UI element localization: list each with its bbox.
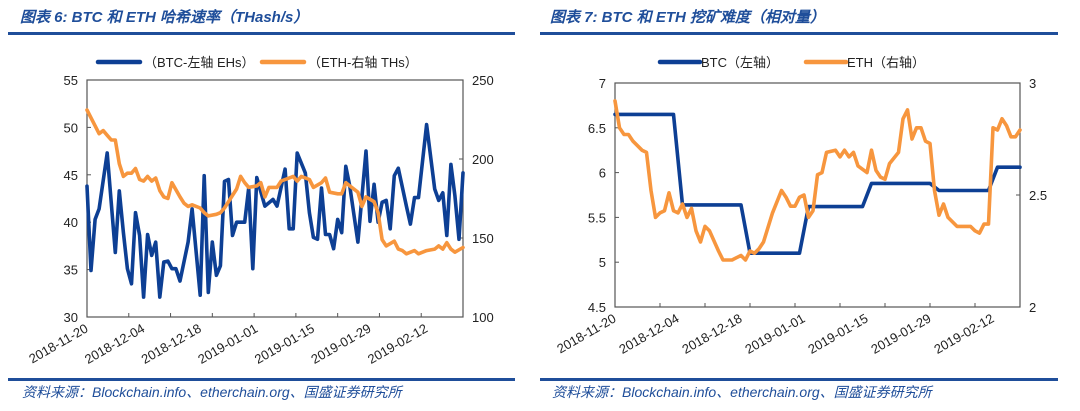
x-tick-label: 2019-01-29 <box>308 321 373 367</box>
x-tick-label: 2018-11-20 <box>26 321 90 367</box>
legend-label-eth: （ETH-右轴 THs） <box>308 55 418 70</box>
x-tick-label: 2019-01-15 <box>805 311 870 357</box>
y-left-tick-label: 55 <box>64 73 78 88</box>
y-left-tick-label: 6 <box>599 166 606 181</box>
chart-7-source: 资料来源：Blockchain.info、etherchain.org、国盛证券… <box>552 384 932 400</box>
x-tick-label: 2019-02-12 <box>931 311 996 357</box>
y-left-tick-label: 5 <box>599 255 606 270</box>
x-tick-label: 2019-02-12 <box>365 321 430 367</box>
chart-7-title: 图表 7: BTC 和 ETH 挖矿难度（相对量） <box>550 9 826 26</box>
y-left-tick-label: 30 <box>64 310 78 325</box>
chart-7: 2018-11-202018-12-042018-12-182019-01-01… <box>554 55 1047 357</box>
chart-6-top-rule <box>8 32 515 35</box>
chart-6-title: 图表 6: BTC 和 ETH 哈希速率（THash/s） <box>20 9 309 26</box>
x-tick-label: 2019-01-29 <box>868 311 933 357</box>
series-line-eth <box>613 99 1022 262</box>
y-left-tick-label: 4.5 <box>588 300 606 315</box>
y-left-tick-label: 50 <box>64 120 78 135</box>
chart-6-source: 资料来源：Blockchain.info、etherchain.org、国盛证券… <box>22 384 402 400</box>
y-right-tick-label: 2 <box>1029 300 1036 315</box>
series-line-eth <box>85 108 465 256</box>
y-right-tick-label: 2.5 <box>1029 188 1047 203</box>
series-line-btc <box>613 112 1022 255</box>
chart-6-bottom-rule <box>8 378 515 381</box>
y-right-tick-label: 3 <box>1029 76 1036 91</box>
y-right-tick-label: 150 <box>472 231 494 246</box>
legend-label-eth: ETH（右轴） <box>847 55 925 70</box>
x-tick-label: 2018-12-18 <box>679 311 744 357</box>
y-right-tick-label: 100 <box>472 310 494 325</box>
y-left-tick-label: 45 <box>64 168 78 183</box>
legend-label-btc: （BTC-左轴 EHs） <box>144 55 255 70</box>
x-tick-label: 2019-01-15 <box>252 321 317 367</box>
y-right-tick-label: 200 <box>472 152 494 167</box>
legend-label-btc: BTC（左轴） <box>701 55 779 70</box>
x-tick-label: 2019-01-01 <box>742 311 807 357</box>
x-tick-label: 2018-12-04 <box>616 311 681 357</box>
y-left-tick-label: 5.5 <box>588 210 606 225</box>
x-tick-label: 2018-11-20 <box>554 311 618 357</box>
y-right-tick-label: 250 <box>472 73 494 88</box>
y-left-tick-label: 6.5 <box>588 121 606 136</box>
series-line-btc <box>85 122 465 299</box>
x-tick-label: 2018-12-18 <box>139 321 204 367</box>
chart-6: 2018-11-202018-12-042018-12-182019-01-01… <box>26 55 493 367</box>
chart-7-bottom-rule <box>540 378 1058 381</box>
x-tick-label: 2019-01-01 <box>195 321 260 367</box>
y-left-tick-label: 7 <box>599 76 606 91</box>
y-left-tick-label: 35 <box>64 263 78 278</box>
y-left-tick-label: 40 <box>64 215 78 230</box>
chart-7-top-rule <box>540 32 1058 35</box>
plot-frame <box>614 82 1021 308</box>
x-tick-label: 2018-12-04 <box>82 321 147 367</box>
